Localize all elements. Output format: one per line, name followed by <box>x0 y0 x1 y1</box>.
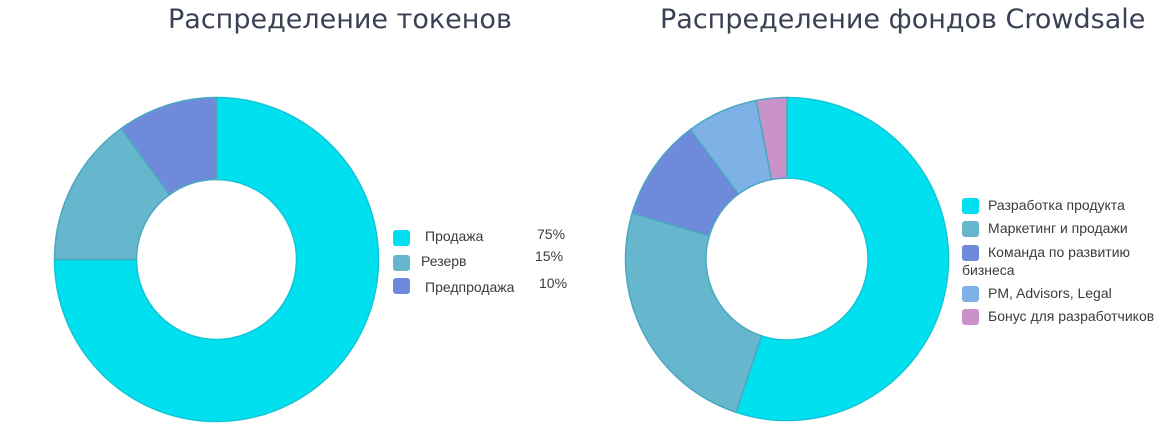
legend-swatch <box>962 221 979 237</box>
chart-title-crowdsale: Распределение фондов Crowdsale <box>660 4 1146 35</box>
legend-label: Бонус для разработчиков <box>988 308 1155 324</box>
legend-label: Резерв <box>421 253 467 269</box>
legend-value: 10% <box>539 275 568 291</box>
legend-label: Команда по развитию бизнеса <box>962 244 1131 278</box>
legend-label: Маркетинг и продажи <box>988 220 1128 236</box>
legend-label: PM, Advisors, Legal <box>988 285 1112 301</box>
legend-label: Предпродажа <box>425 279 515 295</box>
legend-swatch <box>962 286 979 302</box>
legend-swatch <box>393 255 410 271</box>
legend-label: Разработка продукта <box>988 197 1125 213</box>
legend-value: 75% <box>537 226 566 242</box>
legend-swatch <box>962 309 979 325</box>
legend-swatch <box>393 230 410 246</box>
legend-swatch <box>962 245 979 261</box>
legend-swatch <box>393 278 410 294</box>
slice-маркетинг-и-продажи <box>624 212 763 414</box>
legend-swatch <box>962 198 979 214</box>
slice-предпродажа <box>120 96 218 196</box>
legend-value: 15% <box>535 248 564 264</box>
slice-разработка-продукта <box>735 96 950 422</box>
slice-продажа <box>53 96 380 423</box>
legend-label: Продажа <box>425 228 484 244</box>
slice-бонус-для-разработчиков <box>755 96 788 181</box>
chart-title-tokens: Распределение токенов <box>168 4 512 35</box>
